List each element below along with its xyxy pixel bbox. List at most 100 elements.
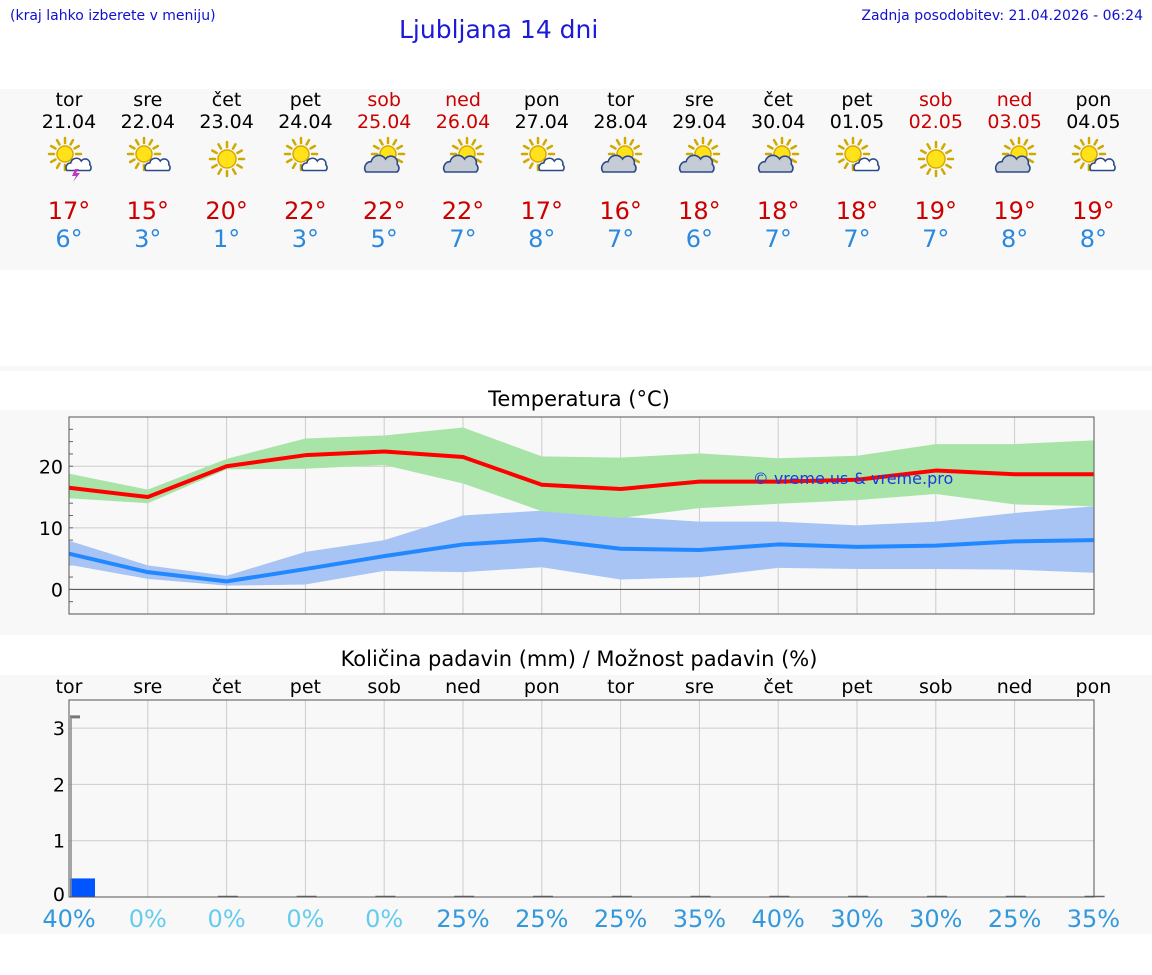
daily-forecast-panel xyxy=(0,89,1152,270)
day-date: 25.04 xyxy=(356,111,412,133)
min-temp: 7° xyxy=(843,225,871,253)
weather-icon-holder xyxy=(991,136,1039,182)
sun-ray xyxy=(919,149,927,155)
sun-ray xyxy=(471,138,477,146)
cloud-shape xyxy=(758,154,794,173)
min-temp: 7° xyxy=(606,225,635,253)
precip-plot-frame xyxy=(68,699,1095,898)
sun-ray xyxy=(309,144,317,150)
precip-probability-label: 35% xyxy=(673,905,726,933)
min-temp: 7° xyxy=(449,225,477,253)
precip-x-day-label: pon xyxy=(524,676,560,698)
weather-icon-holder xyxy=(597,136,645,182)
sun-ray xyxy=(286,158,294,164)
sun-ray xyxy=(305,138,311,146)
day-name: čet xyxy=(211,89,242,111)
sun-ray xyxy=(152,144,159,150)
day-date: 02.05 xyxy=(908,111,963,133)
sun-ray xyxy=(148,138,154,146)
precip-x-day-label: tor xyxy=(607,676,634,698)
sun-ray xyxy=(790,158,798,164)
sun-ray xyxy=(1074,158,1082,164)
precip-x-day-label: čet xyxy=(212,676,242,698)
cloud-shape xyxy=(144,157,171,172)
mostly-cloudy-icon xyxy=(758,136,800,173)
max-temp: 18° xyxy=(678,197,721,225)
sunny-icon xyxy=(208,140,245,178)
precip-probability-label: 40% xyxy=(42,905,95,933)
min-temp-line xyxy=(68,537,1094,584)
sun-ray xyxy=(210,163,218,169)
sun-ray xyxy=(134,138,140,146)
sun-ray xyxy=(837,158,845,164)
watermark: © vreme.us & vreme.pro xyxy=(753,469,954,488)
sun-ray xyxy=(1026,144,1034,150)
day-name: tor xyxy=(607,89,635,111)
sun-ray xyxy=(235,149,243,155)
sunny-icon xyxy=(917,140,955,178)
sun-ray xyxy=(216,143,222,150)
sun-ray xyxy=(522,158,530,164)
weather-icon-holder xyxy=(675,136,723,182)
sun-ray xyxy=(49,158,57,164)
location-hint: (kraj lahko izberete v meniju) xyxy=(10,8,216,24)
sun-ray xyxy=(55,162,61,170)
temp-y-tick-label: 0 xyxy=(51,579,63,601)
sun-ray xyxy=(1080,162,1086,170)
min-temp: 5° xyxy=(370,225,398,253)
precip-x-day-label: sre xyxy=(685,676,714,698)
sun-ray xyxy=(528,138,534,146)
mostly-cloudy-icon xyxy=(600,136,642,173)
sun-ray xyxy=(707,138,713,146)
precip-probability-label: 25% xyxy=(988,905,1041,933)
day-date: 27.04 xyxy=(514,111,569,133)
partly-cloudy-icon xyxy=(284,136,329,172)
mostly-cloudy-icon xyxy=(679,136,721,173)
min-temp: 6° xyxy=(55,225,83,253)
sun-ray xyxy=(373,144,380,150)
precip-x-day-label: pet xyxy=(290,676,321,698)
partly-cloudy-icon xyxy=(520,136,565,172)
cloud-shape xyxy=(301,157,329,172)
weather-icon-holder xyxy=(1069,136,1117,182)
max-temp-line xyxy=(68,449,1094,500)
day-name: pet xyxy=(841,89,873,111)
temperature-chart-title: Temperatura (°C) xyxy=(488,387,670,411)
sun-ray xyxy=(711,158,719,164)
sun-ray xyxy=(528,162,534,170)
sun-ray xyxy=(857,138,863,146)
precip-y-tick-label: 3 xyxy=(53,718,65,740)
max-temp: 20° xyxy=(205,197,248,225)
sun-disc xyxy=(926,149,946,169)
sun-ray xyxy=(1080,138,1086,146)
sun-ray xyxy=(767,144,774,150)
sun-ray xyxy=(940,143,946,150)
min-temp: 3° xyxy=(291,225,320,253)
sun-disc xyxy=(216,149,237,169)
min-temp: 7° xyxy=(922,225,950,253)
max-temp: 22° xyxy=(284,197,327,225)
weather-icon-holder xyxy=(45,136,93,182)
precip-probability-label: 40% xyxy=(752,905,805,933)
sun-ray xyxy=(292,162,298,170)
day-name: tor xyxy=(55,89,83,111)
sun-ray xyxy=(49,144,57,150)
lightning-bolt xyxy=(72,169,80,182)
sun-ray xyxy=(1009,138,1015,146)
partly-cloudy-icon xyxy=(1072,136,1117,172)
precip-x-day-label: ned xyxy=(997,676,1033,698)
max-temp: 19° xyxy=(1072,197,1115,225)
sun-ray xyxy=(134,162,140,170)
partly-cloudy-icon xyxy=(835,136,880,172)
mostly-cloudy-icon xyxy=(442,136,485,173)
sun-ray xyxy=(73,144,81,150)
sun-ray xyxy=(457,138,463,146)
sun-ray xyxy=(926,143,932,150)
sun-ray xyxy=(475,144,483,150)
day-date: 22.04 xyxy=(120,111,175,133)
sun-disc xyxy=(1080,145,1099,163)
day-date: 28.04 xyxy=(593,111,648,133)
sun-ray xyxy=(944,163,952,169)
sun-disc xyxy=(135,145,153,163)
sun-ray xyxy=(542,138,548,146)
